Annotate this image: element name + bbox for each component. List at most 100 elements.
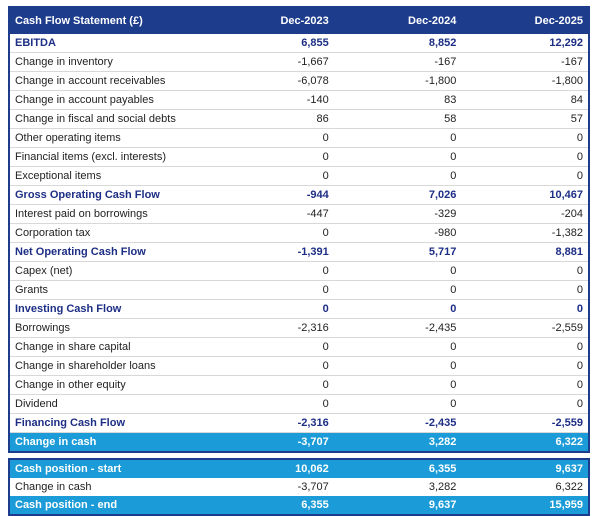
table-row: Financial items (excl. interests) 0 0 0 bbox=[9, 147, 589, 167]
cell-value: 0 bbox=[333, 128, 462, 148]
column-header-dec-2024: Dec-2024 bbox=[333, 7, 462, 34]
table-row: Change in fiscal and social debts 86 58 57 bbox=[9, 109, 589, 129]
table-row: Change in share capital 0 0 0 bbox=[9, 337, 589, 357]
cell-value: 0 bbox=[333, 299, 462, 319]
cell-value: 0 bbox=[206, 261, 334, 281]
cell-value: 0 bbox=[461, 147, 589, 167]
table-row: Interest paid on borrowings -447 -329 -204 bbox=[9, 204, 589, 224]
cell-value: -1,800 bbox=[461, 71, 589, 91]
row-label: Change in shareholder loans bbox=[9, 356, 207, 376]
cell-value: 0 bbox=[333, 166, 462, 186]
table-row: Borrowings -2,316 -2,435 -2,559 bbox=[9, 318, 589, 338]
cell-value: 5,717 bbox=[333, 242, 462, 262]
table-row: Change in other equity 0 0 0 bbox=[9, 375, 589, 395]
cell-value: -1,667 bbox=[206, 52, 334, 72]
table-row: EBITDA 6,855 8,852 12,292 bbox=[9, 34, 589, 53]
cell-value: 6,355 bbox=[206, 496, 334, 515]
cell-value: 0 bbox=[333, 394, 462, 414]
cell-value: 0 bbox=[206, 166, 334, 186]
row-label: Change in cash bbox=[9, 432, 207, 452]
cell-value: 8,852 bbox=[333, 34, 462, 53]
row-label: Corporation tax bbox=[9, 223, 207, 243]
table-row: Change in inventory -1,667 -167 -167 bbox=[9, 52, 589, 72]
cell-value: -2,435 bbox=[333, 413, 462, 433]
cell-value: 10,062 bbox=[206, 459, 334, 478]
row-label: Dividend bbox=[9, 394, 207, 414]
table-row: Exceptional items 0 0 0 bbox=[9, 166, 589, 186]
row-label: Cash position - start bbox=[9, 459, 207, 478]
cell-value: -2,316 bbox=[206, 413, 334, 433]
cell-value: 0 bbox=[461, 261, 589, 281]
cell-value: 7,026 bbox=[333, 185, 462, 205]
cell-value: 0 bbox=[206, 147, 334, 167]
cell-value: -980 bbox=[333, 223, 462, 243]
row-label: Gross Operating Cash Flow bbox=[9, 185, 207, 205]
table-row: Capex (net) 0 0 0 bbox=[9, 261, 589, 281]
table-row: Gross Operating Cash Flow -944 7,026 10,467 bbox=[9, 185, 589, 205]
cell-value: 10,467 bbox=[461, 185, 589, 205]
cell-value: -204 bbox=[461, 204, 589, 224]
cell-value: 9,637 bbox=[461, 459, 589, 478]
cell-value: 6,322 bbox=[461, 478, 589, 496]
cell-value: -447 bbox=[206, 204, 334, 224]
table-row: Financing Cash Flow -2,316 -2,435 -2,559 bbox=[9, 413, 589, 433]
row-label: Change in other equity bbox=[9, 375, 207, 395]
cell-value: 0 bbox=[333, 356, 462, 376]
table-row: Change in cash -3,707 3,282 6,322 bbox=[9, 478, 589, 496]
cell-value: 0 bbox=[333, 337, 462, 357]
row-label: Change in share capital bbox=[9, 337, 207, 357]
cell-value: 3,282 bbox=[333, 432, 462, 452]
column-header-dec-2023: Dec-2023 bbox=[206, 7, 334, 34]
cell-value: 0 bbox=[461, 299, 589, 319]
cell-value: -1,800 bbox=[333, 71, 462, 91]
cash-flow-statement: Cash Flow Statement (£) Dec-2023 Dec-202… bbox=[8, 6, 590, 516]
cash-position-table: Cash position - start 10,062 6,355 9,637 Cha… bbox=[8, 458, 590, 516]
table-row: Net Operating Cash Flow -1,391 5,717 8,881 bbox=[9, 242, 589, 262]
cell-value: 0 bbox=[461, 375, 589, 395]
row-label: Borrowings bbox=[9, 318, 207, 338]
row-label: Net Operating Cash Flow bbox=[9, 242, 207, 262]
cell-value: -944 bbox=[206, 185, 334, 205]
cell-value: 12,292 bbox=[461, 34, 589, 53]
table-row: Corporation tax 0 -980 -1,382 bbox=[9, 223, 589, 243]
table-row: Dividend 0 0 0 bbox=[9, 394, 589, 414]
cell-value: -3,707 bbox=[206, 432, 334, 452]
cell-value: 0 bbox=[461, 337, 589, 357]
cell-value: 0 bbox=[206, 394, 334, 414]
cell-value: 0 bbox=[461, 394, 589, 414]
row-label: Cash position - end bbox=[9, 496, 207, 515]
cell-value: 0 bbox=[206, 128, 334, 148]
cell-value: 0 bbox=[206, 337, 334, 357]
cell-value: 0 bbox=[333, 147, 462, 167]
cell-value: 0 bbox=[461, 128, 589, 148]
cell-value: -2,559 bbox=[461, 413, 589, 433]
cell-value: -2,435 bbox=[333, 318, 462, 338]
table-row: Change in shareholder loans 0 0 0 bbox=[9, 356, 589, 376]
table-row: Cash position - end 6,355 9,637 15,959 bbox=[9, 496, 589, 515]
column-header-dec-2025: Dec-2025 bbox=[461, 7, 589, 34]
cell-value: 15,959 bbox=[461, 496, 589, 515]
cell-value: 6,355 bbox=[333, 459, 462, 478]
table-row: Change in account receivables -6,078 -1,80… bbox=[9, 71, 589, 91]
cell-value: 84 bbox=[461, 90, 589, 110]
cell-value: 0 bbox=[206, 280, 334, 300]
cell-value: 3,282 bbox=[333, 478, 462, 496]
row-label: Change in cash bbox=[9, 478, 207, 496]
cell-value: 83 bbox=[333, 90, 462, 110]
cell-value: -6,078 bbox=[206, 71, 334, 91]
table-row: Change in account payables -140 83 84 bbox=[9, 90, 589, 110]
cell-value: -2,559 bbox=[461, 318, 589, 338]
row-label: Financing Cash Flow bbox=[9, 413, 207, 433]
cell-value: 0 bbox=[206, 356, 334, 376]
cell-value: 57 bbox=[461, 109, 589, 129]
row-label: Interest paid on borrowings bbox=[9, 204, 207, 224]
row-label: Grants bbox=[9, 280, 207, 300]
row-label: Financial items (excl. interests) bbox=[9, 147, 207, 167]
table-row: Change in cash -3,707 3,282 6,322 bbox=[9, 432, 589, 452]
cell-value: 9,637 bbox=[333, 496, 462, 515]
table-row: Grants 0 0 0 bbox=[9, 280, 589, 300]
cell-value: 0 bbox=[461, 166, 589, 186]
cell-value: 0 bbox=[206, 375, 334, 395]
cell-value: 0 bbox=[461, 356, 589, 376]
row-label: Change in inventory bbox=[9, 52, 207, 72]
